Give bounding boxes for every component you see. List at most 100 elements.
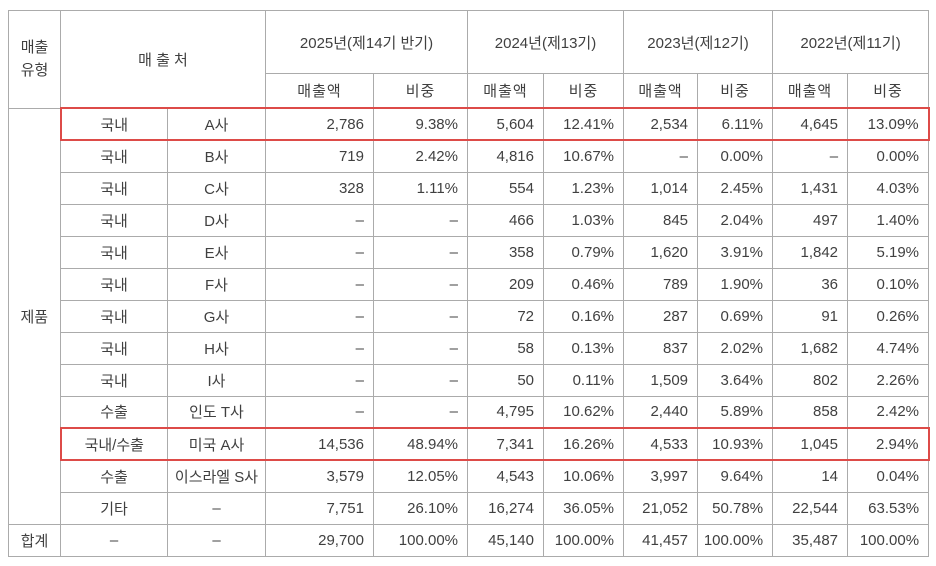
share-cell: 16.26% bbox=[542, 427, 625, 461]
amount-cell: 3,579 bbox=[265, 459, 374, 493]
row-customer-cell: F사 bbox=[167, 267, 266, 301]
row-customer-cell: 미국 A사 bbox=[167, 427, 266, 461]
share-cell: 4.74% bbox=[847, 331, 930, 365]
amount-cell: 7,341 bbox=[467, 427, 544, 461]
sales-type-header: 매출 유형 bbox=[8, 10, 61, 109]
share-cell: 1.90% bbox=[697, 267, 774, 301]
share-cell: 100.00% bbox=[542, 523, 625, 557]
share-cell: 6.11% bbox=[697, 107, 774, 141]
amount-cell: 328 bbox=[265, 171, 374, 205]
amount-cell: 1,842 bbox=[772, 235, 849, 269]
amount-subheader-2024: 매출액 bbox=[467, 73, 544, 109]
share-cell: 100.00% bbox=[373, 523, 468, 557]
amount-cell: 1,431 bbox=[772, 171, 849, 205]
share-cell: 2.02% bbox=[697, 331, 774, 365]
amount-cell: 466 bbox=[467, 203, 544, 237]
amount-cell: 4,795 bbox=[467, 395, 544, 429]
share-cell: 9.38% bbox=[373, 107, 468, 141]
share-cell: 2.94% bbox=[847, 427, 930, 461]
amount-subheader-2025: 매출액 bbox=[265, 73, 374, 109]
amount-cell: – bbox=[265, 299, 374, 333]
total-row: 합계 – – 29,700 100.00% 45,140 100.00% 41,… bbox=[8, 523, 930, 557]
share-cell: 0.10% bbox=[847, 267, 930, 301]
sales-type-header-line2: 유형 bbox=[20, 62, 49, 80]
share-cell: 50.78% bbox=[697, 491, 774, 525]
amount-cell: – bbox=[772, 139, 849, 173]
share-cell: 2.42% bbox=[847, 395, 930, 429]
share-cell: 3.64% bbox=[697, 363, 774, 397]
table-row: 수출 인도 T사 – – 4,795 10.62% 2,440 5.89% 85… bbox=[9, 395, 930, 429]
row-type-cell: 국내 bbox=[59, 107, 168, 141]
share-subheader-2025: 비중 bbox=[373, 73, 468, 109]
row-type-cell: 국내 bbox=[60, 203, 168, 237]
share-cell: 100.00% bbox=[697, 523, 774, 557]
amount-cell: 802 bbox=[772, 363, 849, 397]
share-cell: 13.09% bbox=[847, 107, 930, 141]
amount-cell: – bbox=[265, 363, 374, 397]
row-customer-cell: D사 bbox=[167, 203, 266, 237]
row-customer-cell: H사 bbox=[167, 331, 266, 365]
row-customer-cell: C사 bbox=[167, 171, 266, 205]
amount-cell: 2,786 bbox=[265, 107, 374, 141]
table-row: 국내 C사 328 1.11% 554 1.23% 1,014 2.45% 1,… bbox=[9, 171, 930, 205]
table-row: 국내 G사 – – 72 0.16% 287 0.69% 91 0.26% bbox=[9, 299, 930, 333]
share-subheader-2022: 비중 bbox=[847, 73, 930, 109]
amount-cell: 35,487 bbox=[772, 523, 849, 557]
year-header-2022: 2022년(제11기) bbox=[772, 10, 930, 74]
amount-cell: 858 bbox=[772, 395, 849, 429]
amount-cell: – bbox=[265, 267, 374, 301]
row-customer-cell: E사 bbox=[167, 235, 266, 269]
amount-cell: 36 bbox=[772, 267, 849, 301]
table-row: 국내 F사 – – 209 0.46% 789 1.90% 36 0.10% bbox=[9, 267, 930, 301]
row-type-cell: 수출 bbox=[60, 459, 168, 493]
share-cell: 0.00% bbox=[847, 139, 930, 173]
table-row: 제품 국내 A사 2,786 9.38% 5,604 12.41% 2,534 … bbox=[8, 107, 930, 525]
row-type-cell: 기타 bbox=[60, 491, 168, 525]
share-cell: 2.42% bbox=[373, 139, 468, 173]
share-cell: 36.05% bbox=[542, 491, 625, 525]
amount-cell: 1,014 bbox=[623, 171, 699, 205]
amount-cell: 789 bbox=[623, 267, 699, 301]
share-cell: 63.53% bbox=[847, 491, 930, 525]
share-cell: 0.04% bbox=[847, 459, 930, 493]
year-header-2025: 2025년(제14기 반기) bbox=[265, 10, 468, 74]
amount-cell: 4,533 bbox=[623, 427, 699, 461]
share-cell: – bbox=[373, 363, 468, 397]
row-customer-cell: 이스라엘 S사 bbox=[167, 459, 266, 493]
amount-cell: 1,509 bbox=[623, 363, 699, 397]
share-cell: 0.11% bbox=[542, 363, 625, 397]
sales-by-customer-table-wrapper: 매출 유형 매 출 처 2025년(제14기 반기) 2024년(제13기) 2… bbox=[8, 10, 930, 557]
table-row: 국내 E사 – – 358 0.79% 1,620 3.91% 1,842 5.… bbox=[9, 235, 930, 269]
share-cell: – bbox=[373, 267, 468, 301]
share-cell: – bbox=[373, 235, 468, 269]
amount-cell: – bbox=[265, 203, 374, 237]
amount-cell: 2,534 bbox=[623, 107, 699, 141]
share-cell: 9.64% bbox=[697, 459, 774, 493]
share-cell: 0.69% bbox=[697, 299, 774, 333]
amount-cell: 358 bbox=[467, 235, 544, 269]
amount-cell: 45,140 bbox=[467, 523, 544, 557]
row-customer-cell: G사 bbox=[167, 299, 266, 333]
share-cell: 12.05% bbox=[373, 459, 468, 493]
amount-cell: 50 bbox=[467, 363, 544, 397]
amount-cell: 4,645 bbox=[772, 107, 849, 141]
total-customer-cell: – bbox=[167, 523, 266, 557]
row-type-cell: 국내 bbox=[60, 235, 168, 269]
share-cell: – bbox=[373, 203, 468, 237]
amount-cell: 1,682 bbox=[772, 331, 849, 365]
share-cell: 10.67% bbox=[542, 139, 625, 173]
share-cell: 3.91% bbox=[697, 235, 774, 269]
row-type-cell: 수출 bbox=[60, 395, 168, 429]
amount-cell: 14,536 bbox=[265, 427, 374, 461]
table-row: 수출 이스라엘 S사 3,579 12.05% 4,543 10.06% 3,9… bbox=[9, 459, 930, 493]
share-cell: 1.11% bbox=[373, 171, 468, 205]
row-customer-cell: 인도 T사 bbox=[167, 395, 266, 429]
share-cell: 10.06% bbox=[542, 459, 625, 493]
row-type-cell: 국내 bbox=[60, 331, 168, 365]
share-cell: 10.93% bbox=[697, 427, 774, 461]
row-customer-cell: B사 bbox=[167, 139, 266, 173]
share-cell: 4.03% bbox=[847, 171, 930, 205]
amount-cell: 4,543 bbox=[467, 459, 544, 493]
amount-cell: 14 bbox=[772, 459, 849, 493]
amount-cell: – bbox=[623, 139, 699, 173]
